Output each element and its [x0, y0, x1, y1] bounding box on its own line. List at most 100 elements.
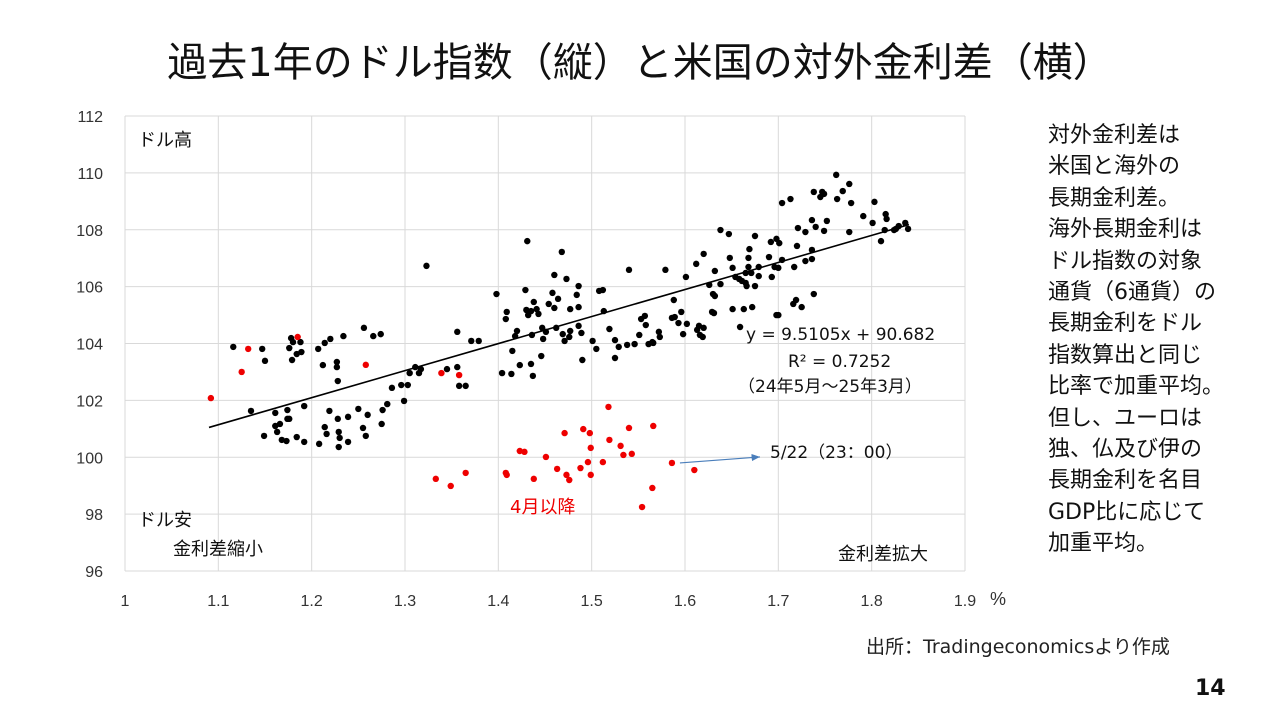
data-point-black — [247, 407, 255, 415]
data-point-black — [775, 264, 782, 272]
data-point-black — [682, 273, 690, 281]
data-point-black — [649, 338, 656, 346]
data-point-black — [297, 338, 304, 346]
data-point-black — [423, 262, 430, 270]
data-point-black — [700, 324, 707, 332]
data-point-black — [326, 407, 333, 415]
data-point-black — [475, 337, 482, 345]
data-point-red — [207, 394, 215, 402]
data-point-black — [740, 305, 747, 313]
data-point-black — [273, 428, 281, 436]
data-point-black — [656, 333, 663, 341]
data-point-black — [593, 345, 600, 353]
data-point-black — [513, 327, 521, 335]
data-point-black — [846, 228, 853, 236]
data-point-black — [334, 377, 341, 385]
data-point-black — [611, 336, 619, 344]
label-dollar-low: ドル安 — [138, 510, 192, 531]
data-point-red — [438, 369, 445, 377]
data-point-red — [432, 475, 439, 483]
data-point-black — [321, 339, 328, 347]
latest-point-label: 5/22（23：00） — [770, 443, 902, 463]
data-point-black — [301, 438, 308, 446]
data-point-black — [335, 428, 342, 436]
y-tick-label: 110 — [77, 166, 103, 183]
data-point-black — [406, 369, 413, 377]
data-point-black — [729, 264, 736, 272]
side-note-line: 長期金利を名目 — [1048, 468, 1203, 494]
data-point-black — [355, 405, 362, 413]
data-point-black — [415, 369, 423, 377]
data-point-black — [503, 308, 510, 316]
data-point-black — [563, 275, 570, 283]
data-point-black — [693, 260, 700, 268]
period-label: （24年5月～25年3月） — [738, 377, 922, 397]
data-point-black — [288, 356, 296, 364]
x-tick-label: 1.1 — [207, 593, 229, 610]
data-point-red — [606, 436, 613, 444]
data-point-black — [611, 354, 619, 362]
data-point-red — [245, 345, 252, 353]
trendline — [208, 223, 910, 429]
y-tick-label: 108 — [76, 223, 103, 240]
data-point-black — [286, 344, 293, 352]
y-tick-label: 102 — [76, 393, 103, 410]
data-point-black — [315, 440, 323, 448]
data-point-black — [725, 230, 733, 238]
data-point-black — [802, 257, 809, 265]
data-point-black — [359, 424, 367, 432]
data-point-black — [327, 335, 334, 343]
data-point-black — [877, 237, 885, 245]
data-point-black — [554, 295, 562, 303]
data-point-black — [802, 228, 809, 236]
data-point-black — [746, 245, 753, 253]
data-point-red — [638, 503, 646, 511]
data-point-black — [579, 356, 586, 364]
data-point-red — [587, 444, 594, 452]
label-since-april: 4月以降 — [510, 497, 575, 518]
side-note-line: 海外長期金利は — [1048, 217, 1203, 243]
data-point-black — [289, 338, 297, 346]
data-point-black — [362, 432, 369, 440]
data-point-red — [542, 453, 550, 461]
side-note-line: 比率で加重平均。 — [1048, 374, 1225, 400]
data-point-black — [549, 289, 556, 297]
data-point-black — [276, 420, 284, 428]
data-point-black — [400, 397, 408, 405]
data-point-black — [717, 280, 724, 288]
r-squared: R² = 0.7252 — [788, 352, 891, 372]
data-point-black — [298, 348, 305, 356]
side-note-line: ドル指数の対象 — [1048, 248, 1203, 274]
data-point-black — [379, 406, 386, 414]
data-point-black — [589, 337, 596, 345]
data-point-black — [502, 315, 509, 323]
label-spread-wide: 金利差拡大 — [838, 544, 928, 565]
data-point-black — [293, 433, 300, 441]
side-note-line: 加重平均。 — [1048, 531, 1159, 557]
data-point-black — [336, 434, 343, 442]
data-point-black — [539, 335, 547, 343]
data-point-black — [678, 308, 685, 316]
data-point-black — [711, 292, 719, 300]
y-tick-label: 104 — [76, 337, 103, 354]
data-point-red — [691, 466, 698, 474]
trend-equation: y = 9.5105x + 90.682 — [746, 325, 935, 345]
data-point-black — [775, 311, 782, 319]
x-tick-label: 1.9 — [954, 593, 976, 610]
data-point-black — [860, 212, 867, 220]
data-point-black — [776, 239, 783, 247]
data-point-black — [567, 305, 574, 313]
side-note-line: 長期金利差。 — [1048, 185, 1181, 211]
data-point-black — [869, 219, 876, 227]
y-axis-ticks: 96 98 100 102 104 106 108 110 112 — [76, 109, 103, 581]
data-point-black — [530, 298, 537, 306]
data-point-black — [871, 198, 878, 206]
data-point-red — [668, 459, 676, 467]
data-point-black — [286, 415, 293, 423]
data-point-black — [655, 328, 663, 336]
data-point-black — [455, 382, 463, 390]
data-point-black — [321, 423, 328, 431]
side-note-line: 対外金利差は — [1048, 123, 1181, 148]
data-point-red — [649, 484, 656, 492]
